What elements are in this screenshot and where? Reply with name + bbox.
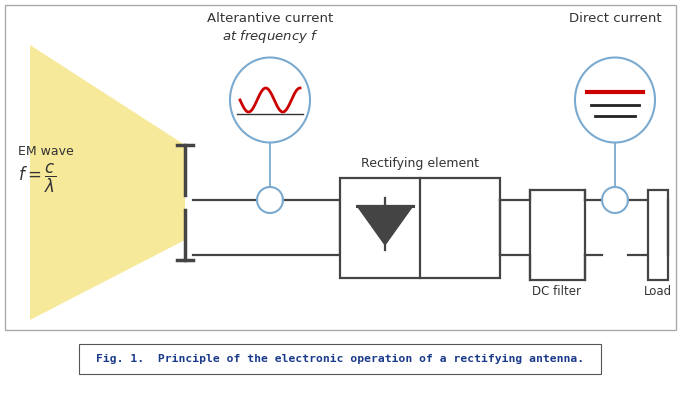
Polygon shape bbox=[357, 206, 413, 245]
Text: EM wave: EM wave bbox=[18, 145, 74, 158]
Text: Load: Load bbox=[644, 285, 672, 298]
Text: at frequency $f$: at frequency $f$ bbox=[222, 28, 318, 45]
Text: Direct current: Direct current bbox=[569, 12, 662, 25]
FancyBboxPatch shape bbox=[79, 344, 601, 374]
Text: $f = \dfrac{c}{\lambda}$: $f = \dfrac{c}{\lambda}$ bbox=[18, 162, 56, 195]
Ellipse shape bbox=[230, 58, 310, 143]
Text: DC filter: DC filter bbox=[533, 285, 582, 298]
Bar bbox=[5, 5, 676, 330]
Text: Rectifying element: Rectifying element bbox=[361, 157, 479, 170]
Bar bbox=[340, 178, 500, 278]
Text: Alterantive current: Alterantive current bbox=[207, 12, 333, 25]
Text: Fig. 1.  Principle of the electronic operation of a rectifying antenna.: Fig. 1. Principle of the electronic oper… bbox=[96, 354, 584, 364]
Polygon shape bbox=[30, 45, 185, 320]
Bar bbox=[648, 190, 668, 280]
Bar bbox=[530, 190, 585, 280]
Ellipse shape bbox=[575, 58, 655, 143]
